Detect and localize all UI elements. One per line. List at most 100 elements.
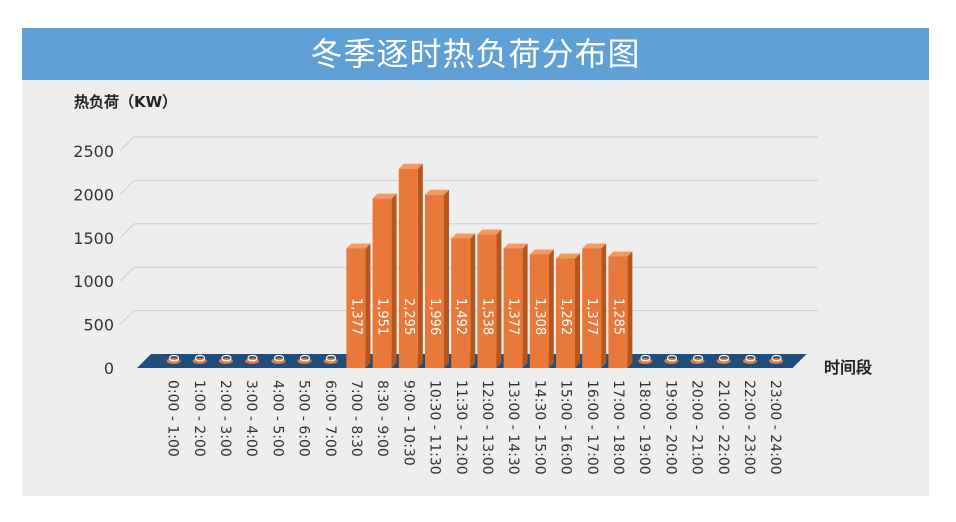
bar [742,358,757,364]
x-tick-label: 6:00 - 7:00 [322,380,338,457]
data-label: 1,377 [584,298,599,335]
bar-side [575,253,580,368]
data-label: 1,996 [427,298,442,335]
bar [477,234,497,368]
bar [664,358,679,364]
data-label: 0 [637,354,652,362]
bar [690,358,705,364]
x-tick-label: 0:00 - 1:00 [165,380,181,457]
data-label: 0 [689,354,704,362]
data-label: 0 [322,354,337,362]
bar [716,358,731,364]
bar-top [451,233,476,239]
x-tick-label: 11:30 - 12:00 [453,380,469,475]
gridline-diagonal [119,180,135,195]
bar [192,358,207,364]
data-label: 0 [741,354,756,362]
data-label: 0 [191,354,206,362]
bar [425,194,444,368]
bar-side [522,243,528,368]
chart-plot: 0 500 1000 1500 2000 2500 热负荷（KW） 时间段 0 0:00 - 1:… [73,93,873,475]
x-tick-label: 17:00 - 18:00 [610,380,626,475]
bar-top [372,193,397,199]
x-tick-label: 14:30 - 15:00 [531,380,547,475]
bar [297,358,312,364]
data-label: 0 [663,354,678,362]
bar-side [601,243,607,368]
data-label: 1,308 [532,298,547,335]
x-tick-label: 15:00 - 16:00 [558,380,574,475]
bar [346,248,366,368]
gridline-diagonal [119,310,135,325]
y-tick-label: 1500 [73,229,114,248]
bar-side [365,243,371,368]
bar [398,168,418,368]
bar-top [608,251,633,257]
x-tick-label: 23:00 - 24:00 [767,380,783,475]
gridline-diagonal [119,136,135,152]
data-label: 0 [217,354,232,362]
bar [529,254,549,368]
bar-top [529,249,554,255]
bar-top [582,243,607,249]
x-tick-label: 10:30 - 11:30 [427,380,443,475]
x-tick-label: 1:00 - 2:00 [191,380,207,457]
data-label: 1,377 [348,298,363,335]
bar [372,198,392,368]
bar-top [477,229,502,235]
bar-side [391,193,397,368]
bar [166,358,181,364]
gridline-diagonal [119,223,135,239]
x-tick-label: 9:00 - 10:30 [400,380,416,466]
x-tick-label: 4:00 - 5:00 [269,380,285,457]
bar [451,238,471,368]
gridline-diagonal [119,266,135,282]
data-label: 0 [270,354,285,362]
bar-top [346,243,371,249]
x-tick-label: 5:00 - 6:00 [296,380,312,457]
y-axis-label: 热负荷（KW） [74,93,177,111]
data-label: 1,262 [558,298,573,335]
x-tick-label: 8:30 - 9:00 [374,380,390,457]
data-label: 1,951 [375,298,390,335]
bar-side [548,249,554,368]
bar [582,248,602,368]
y-tick-label: 0 [104,359,114,378]
x-tick-label: 7:00 - 8:30 [348,380,364,457]
bar [608,256,628,368]
bar-top [556,253,580,259]
data-label: 0 [715,354,730,362]
data-label: 0 [296,354,311,362]
x-tick-label: 3:00 - 4:00 [243,380,259,457]
bar-side [444,189,449,368]
bar [638,358,653,364]
x-tick-label: 19:00 - 20:00 [662,380,678,475]
data-label: 1,492 [453,298,468,335]
bar-side [417,163,423,368]
x-axis-label: 时间段 [824,358,873,377]
bar [556,258,575,368]
bar-side [470,233,476,368]
x-tick-label: 21:00 - 22:00 [715,380,731,475]
bar-side [627,251,633,368]
x-tick-label: 18:00 - 19:00 [636,380,652,475]
bar [245,358,260,364]
bar-side [496,229,502,368]
bar-top [425,189,449,195]
data-label: 1,285 [610,298,625,335]
data-label: 0 [768,354,783,362]
x-tick-label: 22:00 - 23:00 [741,380,757,475]
x-tick-label: 13:00 - 14:30 [505,380,521,475]
bar [323,358,338,364]
x-tick-label: 20:00 - 21:00 [689,380,705,475]
bar [769,358,784,364]
bar-top [503,243,528,249]
x-tick-label: 2:00 - 3:00 [217,380,233,457]
data-label: 0 [165,354,180,362]
data-label: 0 [244,354,259,362]
bar [503,248,523,368]
chart-panel: 冬季逐时热负荷分布图 0 500 1000 1500 2000 2500 热负荷（KW） 时间… [22,28,929,496]
y-tick-label: 2500 [73,142,114,161]
bar [218,358,233,364]
x-tick-label: 12:00 - 13:00 [479,380,495,475]
